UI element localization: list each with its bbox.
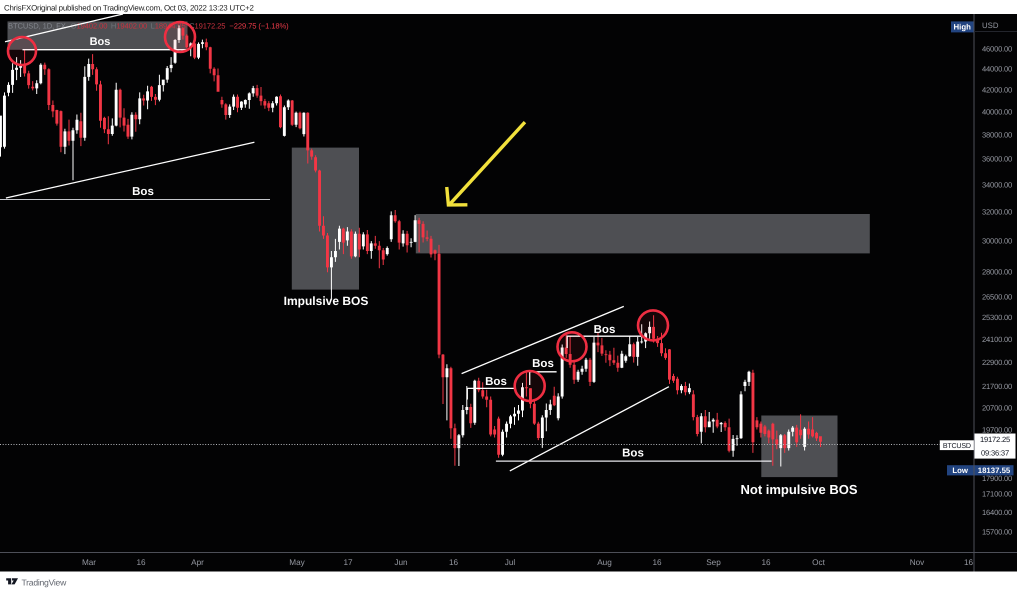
svg-text:Bos: Bos (622, 448, 644, 460)
svg-text:15700.00: 15700.00 (982, 528, 1012, 537)
svg-text:Bos: Bos (594, 324, 616, 336)
svg-text:16: 16 (761, 558, 771, 567)
svg-text:Sep: Sep (706, 558, 721, 567)
svg-text:26500.00: 26500.00 (982, 292, 1012, 301)
svg-text:46000.00: 46000.00 (982, 44, 1012, 53)
svg-text:Bos: Bos (90, 36, 111, 48)
svg-text:19700.00: 19700.00 (982, 426, 1012, 435)
svg-text:25300.00: 25300.00 (982, 313, 1012, 322)
svg-text:18137.55: 18137.55 (978, 466, 1011, 475)
svg-text:Jul: Jul (505, 558, 516, 567)
svg-text:40000.00: 40000.00 (982, 107, 1012, 116)
svg-text:BTCUSD: BTCUSD (943, 442, 971, 450)
svg-text:16400.00: 16400.00 (982, 508, 1012, 517)
svg-text:Impulsive BOS: Impulsive BOS (284, 294, 369, 308)
svg-text:16: 16 (964, 558, 974, 567)
svg-text:Bos: Bos (532, 358, 554, 370)
svg-text:17900.00: 17900.00 (982, 474, 1012, 483)
svg-text:Bos: Bos (485, 376, 507, 388)
svg-text:44000.00: 44000.00 (982, 64, 1012, 73)
svg-text:24100.00: 24100.00 (982, 335, 1012, 344)
svg-text:Aug: Aug (597, 558, 612, 567)
svg-text:19172.25: 19172.25 (980, 435, 1010, 444)
svg-text:TradingView: TradingView (22, 577, 68, 587)
svg-text:16: 16 (136, 558, 146, 567)
svg-text:21700.00: 21700.00 (982, 382, 1012, 391)
svg-text:Mar: Mar (82, 558, 96, 567)
svg-text:09:36:37: 09:36:37 (981, 449, 1009, 458)
svg-text:USD: USD (982, 21, 999, 30)
svg-text:May: May (289, 558, 305, 567)
svg-text:36000.00: 36000.00 (982, 155, 1012, 164)
svg-text:38000.00: 38000.00 (982, 130, 1012, 139)
svg-text:16: 16 (652, 558, 662, 567)
svg-text:17: 17 (343, 558, 353, 567)
svg-text:Not impulsive BOS: Not impulsive BOS (740, 482, 857, 497)
svg-text:Low: Low (952, 466, 969, 475)
svg-text:16: 16 (449, 558, 459, 567)
svg-text:30000.00: 30000.00 (982, 237, 1012, 246)
svg-text:High: High (954, 22, 972, 31)
svg-text:ChrisFXOriginal published on T: ChrisFXOriginal published on TradingView… (4, 3, 254, 12)
svg-text:42000.00: 42000.00 (982, 85, 1012, 94)
svg-text:Bos: Bos (132, 186, 154, 198)
svg-text:Nov: Nov (910, 558, 925, 567)
svg-text:34000.00: 34000.00 (982, 180, 1012, 189)
svg-text:Oct: Oct (812, 558, 825, 567)
svg-text:17100.00: 17100.00 (982, 489, 1012, 498)
svg-text:22900.00: 22900.00 (982, 358, 1012, 367)
svg-text:32000.00: 32000.00 (982, 208, 1012, 217)
svg-text:Apr: Apr (191, 558, 204, 567)
svg-text:20700.00: 20700.00 (982, 403, 1012, 412)
svg-text:28000.00: 28000.00 (982, 268, 1012, 277)
svg-text:Jun: Jun (394, 558, 408, 567)
